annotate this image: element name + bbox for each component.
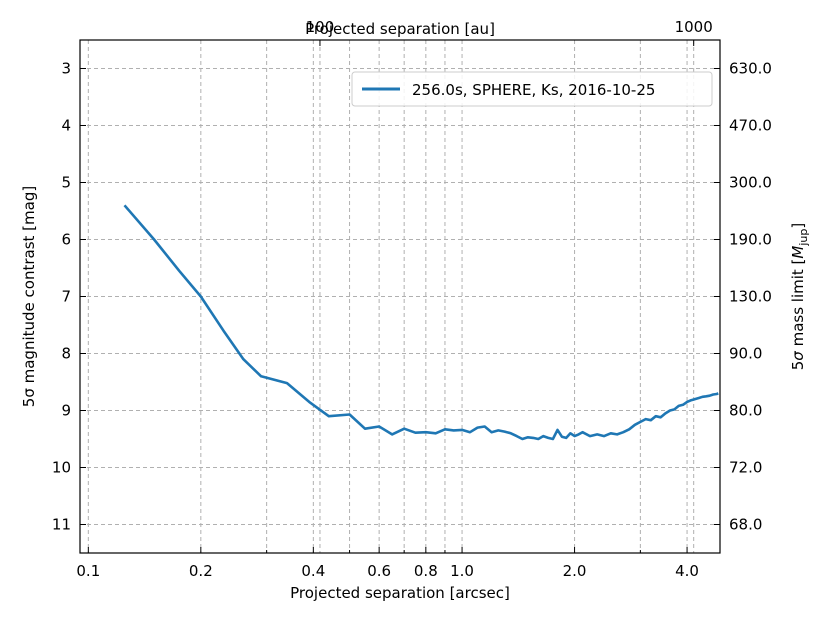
- legend-entry-label: 256.0s, SPHERE, Ks, 2016-10-25: [412, 81, 655, 99]
- right-ylabel-end: ]: [789, 223, 807, 229]
- y-axis-label: 5σ magnitude contrast [mag]: [20, 186, 38, 407]
- right-y-tick-label: 300.0: [729, 174, 772, 192]
- x-tick-label: 0.1: [76, 562, 100, 580]
- right-ylabel-prefix: 5: [789, 361, 807, 371]
- plot-frame: [79, 39, 721, 554]
- y-tick-label: 7: [61, 288, 71, 306]
- y-tick-label: 9: [61, 402, 71, 420]
- right-y-tick-label: 68.0: [729, 516, 762, 534]
- right-ylabel-mid: mass limit [: [789, 259, 807, 352]
- y-tick-label: 11: [52, 516, 71, 534]
- series-line: [123, 204, 719, 441]
- x-tick-label: 0.2: [189, 562, 213, 580]
- top-x-axis-label: Projected separation [au]: [305, 20, 495, 38]
- y-tick-label: 8: [61, 345, 71, 363]
- right-y-axis-label: 5σ mass limit [Mjup]: [789, 223, 810, 370]
- tick-layer: 0.1 0.2 0.4 0.6 0.8 1.0 2.0 4.0 100 1000 3 4 5 6 7 8 9 10…: [52, 18, 772, 580]
- legend-box: [351, 71, 713, 107]
- right-ylabel-m: M: [789, 246, 807, 259]
- legend: 256.0s, SPHERE, Ks, 2016-10-25: [351, 71, 713, 107]
- x-tick-label: 1.0: [450, 562, 474, 580]
- x-tick-label: 0.6: [367, 562, 391, 580]
- right-y-tick-label: 190.0: [729, 231, 772, 249]
- right-ylabel-sigma: σ: [789, 351, 807, 361]
- right-y-tick-label: 72.0: [729, 459, 762, 477]
- y-tick-label: 6: [61, 231, 71, 249]
- y-tick-label: 5: [61, 174, 71, 192]
- right-y-tick-label: 130.0: [729, 288, 772, 306]
- top-x-tick-label: 1000: [675, 18, 713, 36]
- x-tick-label: 4.0: [675, 562, 699, 580]
- x-tick-label: 0.4: [301, 562, 325, 580]
- series-layer: [123, 204, 719, 441]
- x-axis-label: Projected separation [arcsec]: [290, 584, 510, 602]
- right-y-tick-label: 470.0: [729, 117, 772, 135]
- right-y-tick-label: 90.0: [729, 345, 762, 363]
- x-tick-label: 2.0: [563, 562, 587, 580]
- right-y-tick-label: 80.0: [729, 402, 762, 420]
- right-y-tick-label: 630.0: [729, 60, 772, 78]
- y-tick-label: 4: [61, 117, 71, 135]
- grid-layer: [80, 40, 720, 553]
- x-tick-label: 0.8: [414, 562, 438, 580]
- y-tick-label: 3: [61, 60, 71, 78]
- right-ylabel-sub: jup: [797, 229, 810, 247]
- y-tick-label: 10: [52, 459, 71, 477]
- top-x-tick-label: 100: [306, 18, 335, 36]
